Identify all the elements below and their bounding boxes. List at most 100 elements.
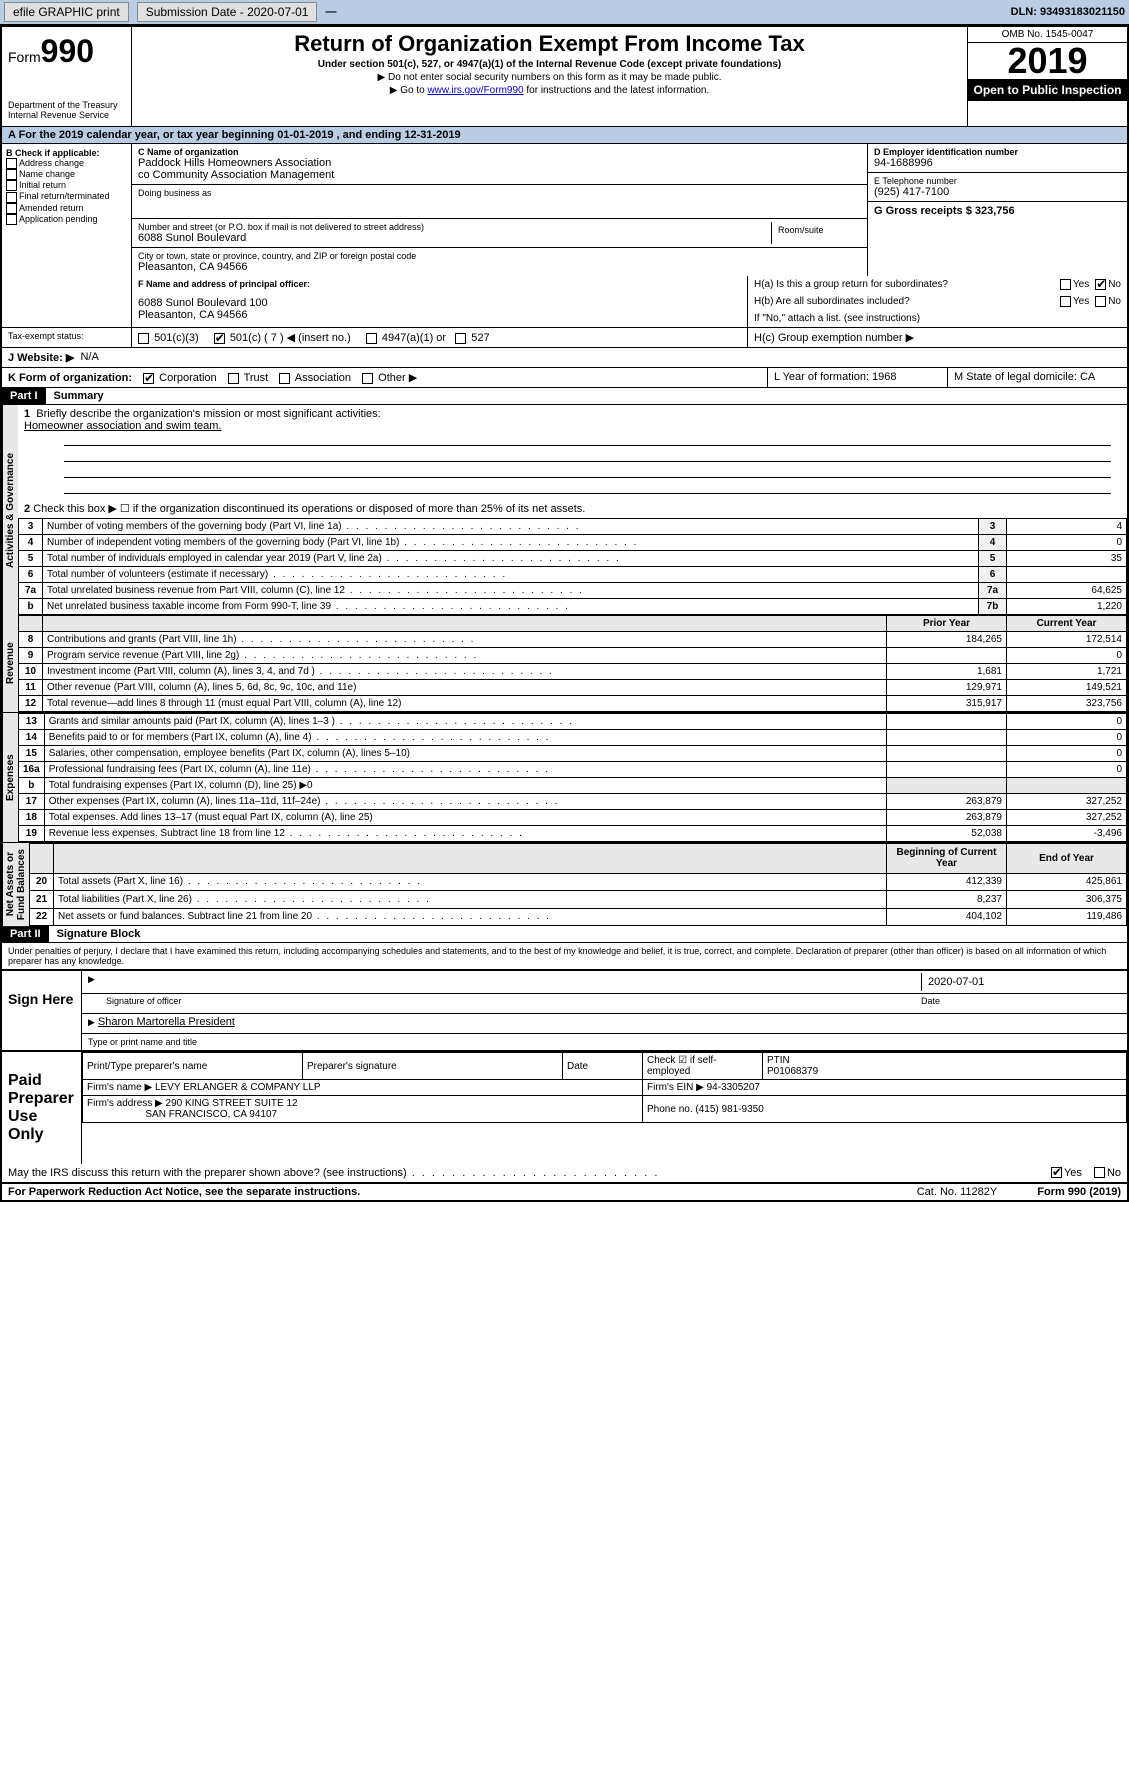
discuss-no-checkbox[interactable] xyxy=(1094,1167,1105,1178)
vtab-revenue: Revenue xyxy=(2,615,18,712)
initial-return-checkbox[interactable] xyxy=(6,180,17,191)
line4-value: 0 xyxy=(1007,535,1127,551)
line5-value: 35 xyxy=(1007,551,1127,567)
org-care-of: co Community Association Management xyxy=(138,169,861,181)
expenses-table: 13Grants and similar amounts paid (Part … xyxy=(18,713,1127,842)
block-bcdefg: B Check if applicable: Address change Na… xyxy=(2,144,1127,276)
line17-text: Other expenses (Part IX, column (A), lin… xyxy=(44,794,886,810)
line15-text: Salaries, other compensation, employee b… xyxy=(44,746,886,762)
assoc-checkbox[interactable] xyxy=(279,373,290,384)
form-title: Return of Organization Exempt From Incom… xyxy=(140,31,959,57)
hb-label: H(b) Are all subordinates included? xyxy=(754,296,1060,307)
phone-value: (925) 417-7100 xyxy=(874,186,1121,198)
irs-link[interactable]: www.irs.gov/Form990 xyxy=(427,85,523,96)
section-b-label: B Check if applicable: xyxy=(6,148,127,158)
klm-row: K Form of organization: Corporation Trus… xyxy=(2,368,1127,388)
dept-label: Department of the Treasury Internal Reve… xyxy=(8,100,125,120)
city-state-zip: Pleasanton, CA 94566 xyxy=(138,261,861,273)
street-address: 6088 Sunol Boulevard xyxy=(138,232,771,244)
line3-text: Number of voting members of the governin… xyxy=(43,519,979,535)
line16b-text: Total fundraising expenses (Part IX, col… xyxy=(44,778,886,794)
pending-checkbox[interactable] xyxy=(6,214,17,225)
discuss-yes-checkbox[interactable] xyxy=(1051,1167,1062,1178)
ha-label: H(a) Is this a group return for subordin… xyxy=(754,279,1060,290)
addr-label: Number and street (or P.O. box if mail i… xyxy=(138,222,771,232)
line8-text: Contributions and grants (Part VIII, lin… xyxy=(43,632,887,648)
tax-exempt-label: Tax-exempt status: xyxy=(2,328,132,347)
paid-preparer-block: Paid Preparer Use Only Print/Type prepar… xyxy=(2,1050,1127,1164)
firm-addr-label: Firm's address ▶ xyxy=(87,1098,163,1109)
line6-text: Total number of volunteers (estimate if … xyxy=(43,567,979,583)
tax-exempt-row: Tax-exempt status: 501(c)(3) 501(c) ( 7 … xyxy=(2,328,1127,348)
part1-header: Part I xyxy=(2,388,46,404)
section-k-label: K Form of organization: xyxy=(8,372,132,384)
ha-no-checkbox[interactable] xyxy=(1095,279,1106,290)
4947-checkbox[interactable] xyxy=(366,333,377,344)
city-label: City or town, state or province, country… xyxy=(138,251,861,261)
block-fh: F Name and address of principal officer:… xyxy=(2,276,1127,328)
line14-text: Benefits paid to or for members (Part IX… xyxy=(44,730,886,746)
form-number: Form990 xyxy=(8,33,125,70)
line18-text: Total expenses. Add lines 13–17 (must eq… xyxy=(44,810,886,826)
hb-note: If "No," attach a list. (see instruction… xyxy=(748,310,1127,327)
state-domicile: M State of legal domicile: CA xyxy=(947,368,1127,387)
room-label: Room/suite xyxy=(771,222,861,244)
current-year-header: Current Year xyxy=(1007,616,1127,632)
527-checkbox[interactable] xyxy=(455,333,466,344)
line7a-value: 64,625 xyxy=(1007,583,1127,599)
line16a-text: Professional fundraising fees (Part IX, … xyxy=(44,762,886,778)
netassets-block: Net Assets or Fund Balances Beginning of… xyxy=(2,843,1127,926)
corp-checkbox[interactable] xyxy=(143,373,154,384)
prep-date-header: Date xyxy=(563,1053,643,1080)
firm-ein-label: Firm's EIN ▶ xyxy=(647,1082,704,1093)
line10-text: Investment income (Part VIII, column (A)… xyxy=(43,664,887,680)
officer-name: Sharon Martorella President xyxy=(98,1016,235,1031)
amended-checkbox[interactable] xyxy=(6,203,17,214)
eoy-header: End of Year xyxy=(1007,844,1127,874)
part2-title: Signature Block xyxy=(49,926,149,942)
tax-year: 2019 xyxy=(968,43,1127,79)
mission-text: Homeowner association and swim team. xyxy=(24,420,221,432)
line12-text: Total revenue—add lines 8 through 11 (mu… xyxy=(43,696,887,712)
netassets-table: Beginning of Current YearEnd of Year 20T… xyxy=(29,843,1127,926)
submission-date-button[interactable]: Submission Date - 2020-07-01 xyxy=(137,2,318,22)
dba-label: Doing business as xyxy=(138,188,861,198)
header: Form990 Department of the Treasury Inter… xyxy=(2,27,1127,127)
officer-label: F Name and address of principal officer: xyxy=(138,279,741,289)
sign-date: 2020-07-01 xyxy=(921,973,1121,991)
prep-sig-header: Preparer's signature xyxy=(303,1053,563,1080)
addr-change-checkbox[interactable] xyxy=(6,158,17,169)
paid-preparer-label: Paid Preparer Use Only xyxy=(2,1052,82,1164)
org-name-label: C Name of organization xyxy=(138,147,861,157)
footer-right: Form 990 (2019) xyxy=(1037,1186,1121,1198)
hb-no-checkbox[interactable] xyxy=(1095,296,1106,307)
form-container: Form990 Department of the Treasury Inter… xyxy=(0,25,1129,1202)
activities-governance-block: Activities & Governance 1 Briefly descri… xyxy=(2,405,1127,615)
line9-text: Program service revenue (Part VIII, line… xyxy=(43,648,887,664)
hb-yes-checkbox[interactable] xyxy=(1060,296,1071,307)
part2-header: Part II xyxy=(2,926,49,942)
vtab-netassets: Net Assets or Fund Balances xyxy=(2,843,29,926)
ha-yes-checkbox[interactable] xyxy=(1060,279,1071,290)
line2-text: Check this box ▶ ☐ if the organization d… xyxy=(33,503,585,515)
website-label: J Website: ▶ xyxy=(8,351,74,364)
revenue-table: Prior YearCurrent Year 8Contributions an… xyxy=(18,615,1127,712)
501c3-checkbox[interactable] xyxy=(138,333,149,344)
line19-text: Revenue less expenses. Subtract line 18 … xyxy=(44,826,886,842)
ein-label: D Employer identification number xyxy=(874,147,1121,157)
line5-text: Total number of individuals employed in … xyxy=(43,551,979,567)
name-change-checkbox[interactable] xyxy=(6,169,17,180)
trust-checkbox[interactable] xyxy=(228,373,239,384)
other-checkbox[interactable] xyxy=(362,373,373,384)
line13-text: Grants and similar amounts paid (Part IX… xyxy=(44,714,886,730)
line22-text: Net assets or fund balances. Subtract li… xyxy=(54,908,887,926)
501c-checkbox[interactable] xyxy=(214,333,225,344)
part1-title: Summary xyxy=(46,388,112,404)
final-return-checkbox[interactable] xyxy=(6,192,17,203)
revenue-block: Revenue Prior YearCurrent Year 8Contribu… xyxy=(2,615,1127,713)
top-bar: efile GRAPHIC print Submission Date - 20… xyxy=(0,0,1129,25)
dln-label: DLN: 93493183021150 xyxy=(1011,6,1125,18)
prior-year-header: Prior Year xyxy=(887,616,1007,632)
efile-button[interactable]: efile GRAPHIC print xyxy=(4,2,129,22)
self-employed-label: Check ☑ if self-employed xyxy=(643,1053,763,1080)
